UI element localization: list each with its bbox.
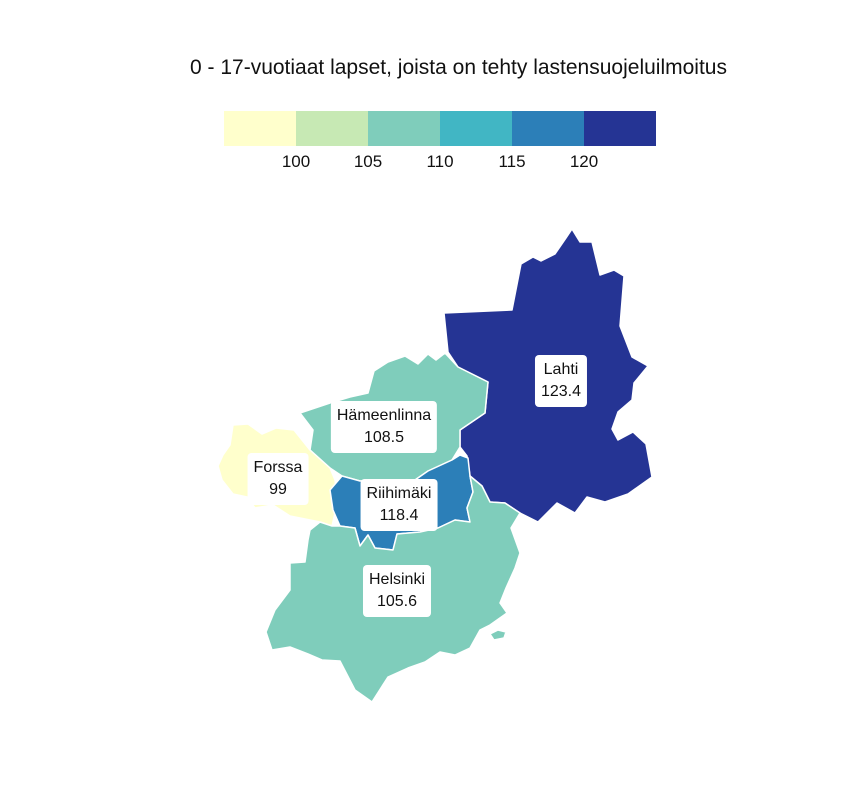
- legend-swatch: [440, 111, 512, 146]
- label-hameenlinna: Hämeenlinna 108.5: [330, 401, 438, 453]
- legend-tick: 100: [281, 152, 311, 171]
- legend-swatch: [368, 111, 440, 146]
- region-name: Hämeenlinna: [336, 407, 432, 424]
- region-name: Forssa: [253, 459, 303, 476]
- legend-swatch: [584, 111, 656, 146]
- region-value: 123.4: [540, 383, 582, 400]
- legend-swatch: [512, 111, 584, 146]
- legend-tick: 120: [569, 152, 599, 171]
- region-name: Helsinki: [368, 571, 426, 588]
- legend-tick: 110: [426, 152, 454, 171]
- region-name: Riihimäki: [366, 485, 432, 502]
- color-legend: [224, 111, 656, 146]
- region-name: Lahti: [543, 361, 579, 378]
- legend-swatch: [296, 111, 368, 146]
- region-value: 105.6: [376, 593, 418, 610]
- legend-ticks: 100 105 110 115 120: [224, 152, 656, 174]
- legend-tick: 105: [353, 152, 383, 171]
- region-value: 99: [269, 481, 287, 498]
- legend-swatch: [224, 111, 296, 146]
- label-helsinki: Helsinki 105.6: [362, 565, 432, 617]
- label-riihimaki: Riihimäki 118.4: [360, 479, 438, 531]
- label-forssa: Forssa 99: [247, 453, 309, 505]
- label-lahti: Lahti 123.4: [534, 355, 588, 407]
- map-title: 0 - 17-vuotiaat lapset, joista on tehty …: [190, 56, 727, 79]
- legend-tick: 115: [498, 152, 526, 171]
- region-value: 108.5: [363, 429, 405, 446]
- region-value: 118.4: [379, 507, 419, 524]
- island-shape: [489, 629, 507, 641]
